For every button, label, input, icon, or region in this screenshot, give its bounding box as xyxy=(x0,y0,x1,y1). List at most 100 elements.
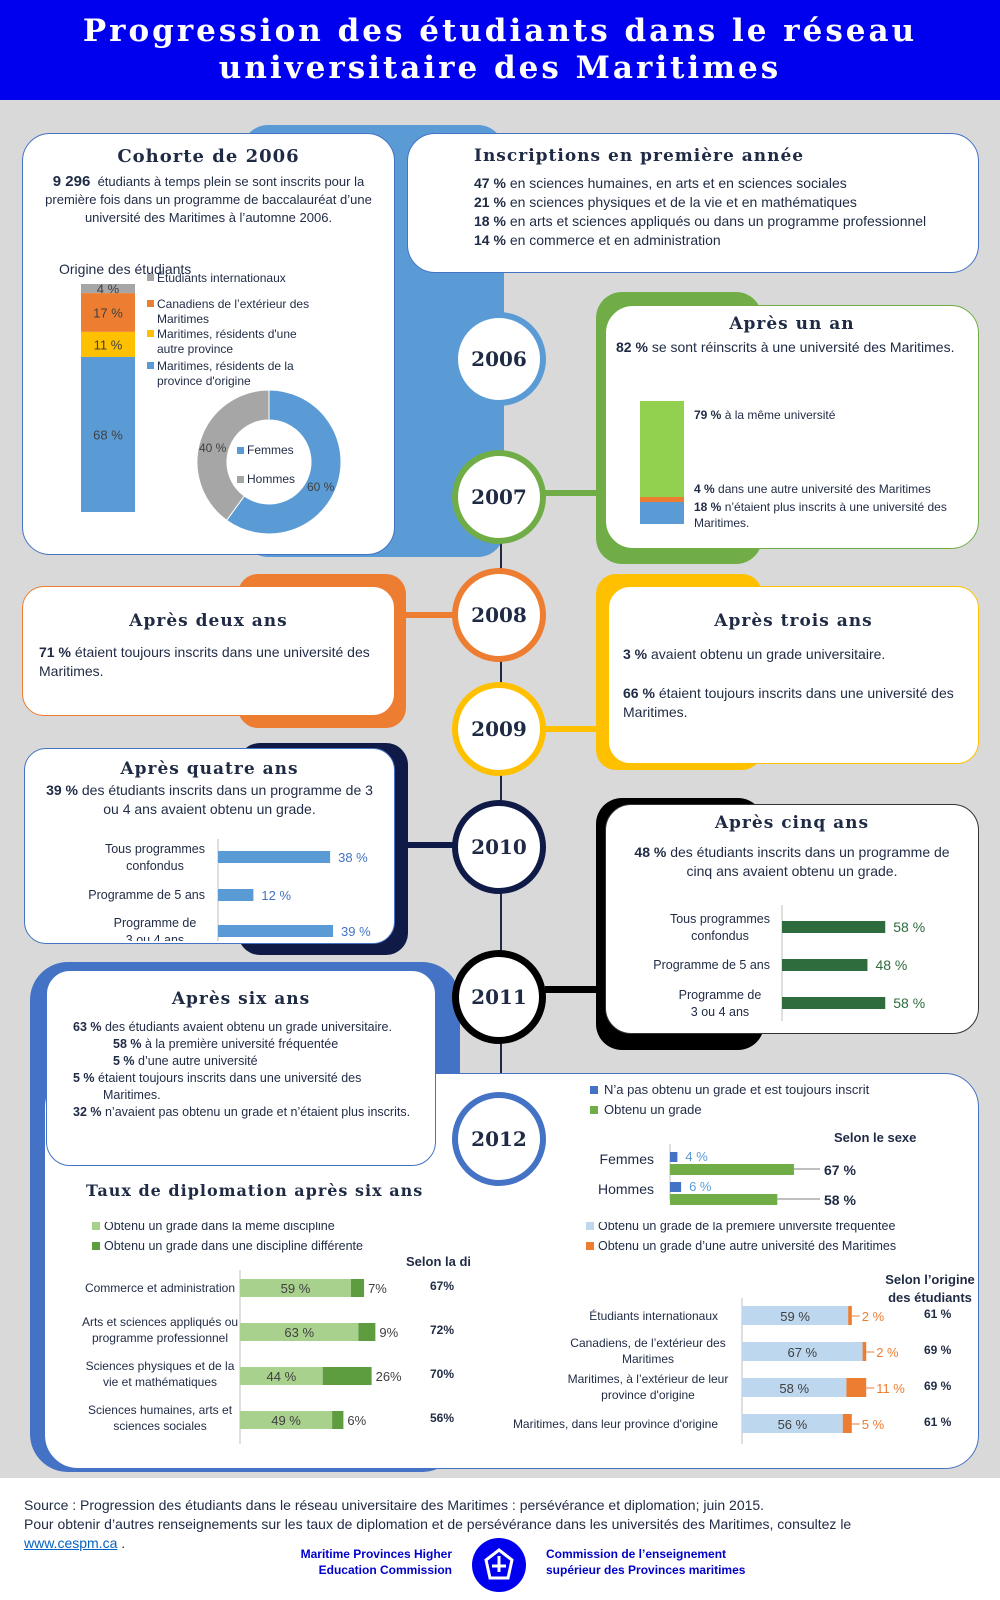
disc-total-3: 56% xyxy=(430,1411,454,1425)
cohort-title: Cohorte de 2006 xyxy=(117,146,300,167)
orig-total-2: 69 % xyxy=(924,1379,952,1393)
first-year-pct-1: 47 % xyxy=(474,175,506,191)
bar-value-0: 38 % xyxy=(338,850,368,865)
disc-bar-diff-value-2: 26% xyxy=(376,1369,402,1384)
orig-bar-first-1 xyxy=(742,1342,863,1361)
gender-legend-swatch-0 xyxy=(237,447,244,454)
orig-row-label-1: Canadiens, de l’extérieur des Maritimes xyxy=(570,1336,725,1366)
after6-text3: d’une autre université xyxy=(138,1054,258,1068)
origin-stacked-bar: 4 % 17 % 11 % 68 % xyxy=(81,282,135,512)
first-year-text-1: en sciences humaines, en arts et en scie… xyxy=(509,175,847,191)
origin-segment-1 xyxy=(81,293,135,332)
disc-chart-title: Selon la discipline xyxy=(406,1254,470,1269)
orig-bar-first-3 xyxy=(742,1414,843,1433)
disc-legend-label-1: Obtenu un grade dans une discipline diff… xyxy=(104,1239,363,1253)
orig-bar-first-value-3: 56 % xyxy=(778,1417,808,1432)
sex-chart: N’a pas obtenu un grade et est toujours … xyxy=(590,1082,916,1208)
disc-total-0: 67% xyxy=(430,1279,454,1293)
orig-bar-first-0 xyxy=(742,1306,849,1325)
disc-bar-diff-0 xyxy=(350,1279,365,1297)
orig-bar-other-value-1: 2 % xyxy=(876,1345,899,1360)
disc-legend-label-0: Obtenu un grade dans la même discipline xyxy=(104,1222,335,1233)
bar-0 xyxy=(218,851,331,863)
origin-legend-label-3: Maritimes, résidents de la province d'ori… xyxy=(157,359,294,388)
after6-pct1: 63 % xyxy=(73,1020,102,1034)
disc-legend-swatch-1 xyxy=(92,1242,100,1250)
after5-description: des étudiants inscrits dans un programme… xyxy=(670,844,950,879)
first-year-pct-2: 21 % xyxy=(474,194,506,210)
first-year-text-4: en commerce et en administration xyxy=(509,232,721,248)
grad-title: Taux de diplomation après six ans xyxy=(86,1181,424,1200)
disc-row-label-3: Sciences humaines, arts et sciences socia… xyxy=(88,1403,233,1433)
origin-legend-label-1: Canadiens de l’extérieur des Maritimes xyxy=(157,297,309,326)
orig-bar-first-value-1: 67 % xyxy=(787,1345,817,1360)
sex-row-label-1: Hommes xyxy=(598,1181,654,1197)
after1-title: Après un an xyxy=(729,314,855,334)
disc-row-label-2: Sciences physiques et de la vie et mathém… xyxy=(86,1359,235,1389)
bar-label-2: Programme de 3 ou 4 ans xyxy=(679,988,762,1019)
orig-total-0: 61 % xyxy=(924,1307,952,1321)
bar-2 xyxy=(218,925,334,937)
after2-pct: 71 % xyxy=(39,644,71,660)
origin-chart-svg: 4 % 17 % 11 % 68 % Étudiants internationaux… xyxy=(81,270,342,535)
disc-bar-same-1 xyxy=(240,1323,359,1341)
footer-link[interactable]: www.cespm.ca xyxy=(24,1535,118,1551)
org-fr: Commission de l’enseignement supérieur d… xyxy=(546,1547,746,1577)
after1-bar-same xyxy=(640,401,684,498)
first-year-item-4: 14 % en commerce et en administration xyxy=(474,231,978,250)
after6-text1: des étudiants avaient obtenu un grade un… xyxy=(104,1020,392,1034)
connector-2007 xyxy=(545,490,605,496)
bar-label-0: Tous programmes confondus xyxy=(105,842,205,873)
sex-legend-swatch-0 xyxy=(590,1086,598,1094)
cohort-count: 9 296 xyxy=(52,173,91,190)
origin-legend-swatch-0 xyxy=(147,274,154,281)
cohort-text: 9 296 étudiants à temps plein se sont in… xyxy=(23,167,394,227)
origin-segment-0 xyxy=(81,284,135,294)
after6-card: Après six ans 63 % des étudiants avaient… xyxy=(46,970,436,1166)
sex-bar-grad-1 xyxy=(670,1194,778,1205)
orig-row-label-0: Étudiants internationaux xyxy=(589,1308,718,1323)
origin-legend-swatch-1 xyxy=(147,300,154,307)
sex-bar-grad-value-0: 67 % xyxy=(824,1162,856,1178)
bar-0 xyxy=(782,921,886,933)
after6-pct5: 32 % xyxy=(73,1105,102,1119)
after6-line4: 5 % étaient toujours inscrits dans une u… xyxy=(73,1070,421,1104)
after1-legend-pct-2: 4 % xyxy=(694,482,715,496)
disc-bar-same-value-1: 63 % xyxy=(284,1325,314,1340)
sex-bar-enrolled-0 xyxy=(670,1152,678,1162)
gender-legend-swatch-1 xyxy=(237,476,244,483)
gender-slice-1 xyxy=(196,389,270,521)
origin-segment-label-1: 17 % xyxy=(93,306,123,321)
origin-segment-label-0: 4 % xyxy=(97,282,120,297)
after6-text2: à la première université fréquentée xyxy=(144,1037,339,1051)
origin-segment-2 xyxy=(81,331,135,357)
after5-card: Après cinq ans 48 % des étudiants inscri… xyxy=(605,804,979,1034)
orig-bar-other-3 xyxy=(842,1414,852,1433)
origin-segment-label-3: 68 % xyxy=(93,427,123,442)
after1-legend-pct-1: 79 % xyxy=(694,408,722,422)
after5-bar-chart: Tous programmes confondus 58 % Programme de… xyxy=(653,905,925,1021)
after6-text4: étaient toujours inscrits dans une unive… xyxy=(98,1071,362,1102)
origin-legend-label-2: Maritimes, résidents d'une autre province xyxy=(157,327,297,356)
first-year-item-2: 21 % en sciences physiques et de la vie … xyxy=(474,193,978,212)
disc-row-label-0: Commerce et administration xyxy=(85,1281,235,1295)
orig-bar-other-2 xyxy=(846,1378,867,1397)
origin-legend-swatch-2 xyxy=(147,330,154,337)
after3-pct2: 66 % xyxy=(623,685,655,701)
after1-legend-text-1: à la même université xyxy=(724,408,836,422)
after3-pct1: 3 % xyxy=(623,646,648,662)
orig-bar-other-1 xyxy=(862,1342,867,1361)
gender-label-1: 40 % xyxy=(199,441,227,455)
sex-bar-enrolled-value-0: 4 % xyxy=(685,1149,708,1164)
first-year-card: Inscriptions en première année 47 % en s… xyxy=(407,133,979,273)
after1-bar-left xyxy=(640,502,684,524)
orig-chart-title: Selon l’origine des étudiants xyxy=(885,1272,975,1305)
after3-title: Après trois ans xyxy=(714,611,873,631)
after1-legend-2: 4 % dans une autre université des Mariti… xyxy=(694,481,979,497)
connector-first-year xyxy=(405,270,411,358)
after5-text: 48 % des étudiants inscrits dans un prog… xyxy=(606,833,978,881)
cohort-card: Cohorte de 2006 9 296 étudiants à temps … xyxy=(22,133,395,555)
page-title-line1: Progression des étudiants dans le réseau xyxy=(82,13,918,49)
after1-legend-1: 79 % à la même université xyxy=(694,407,835,423)
first-year-pct-4: 14 % xyxy=(474,232,506,248)
